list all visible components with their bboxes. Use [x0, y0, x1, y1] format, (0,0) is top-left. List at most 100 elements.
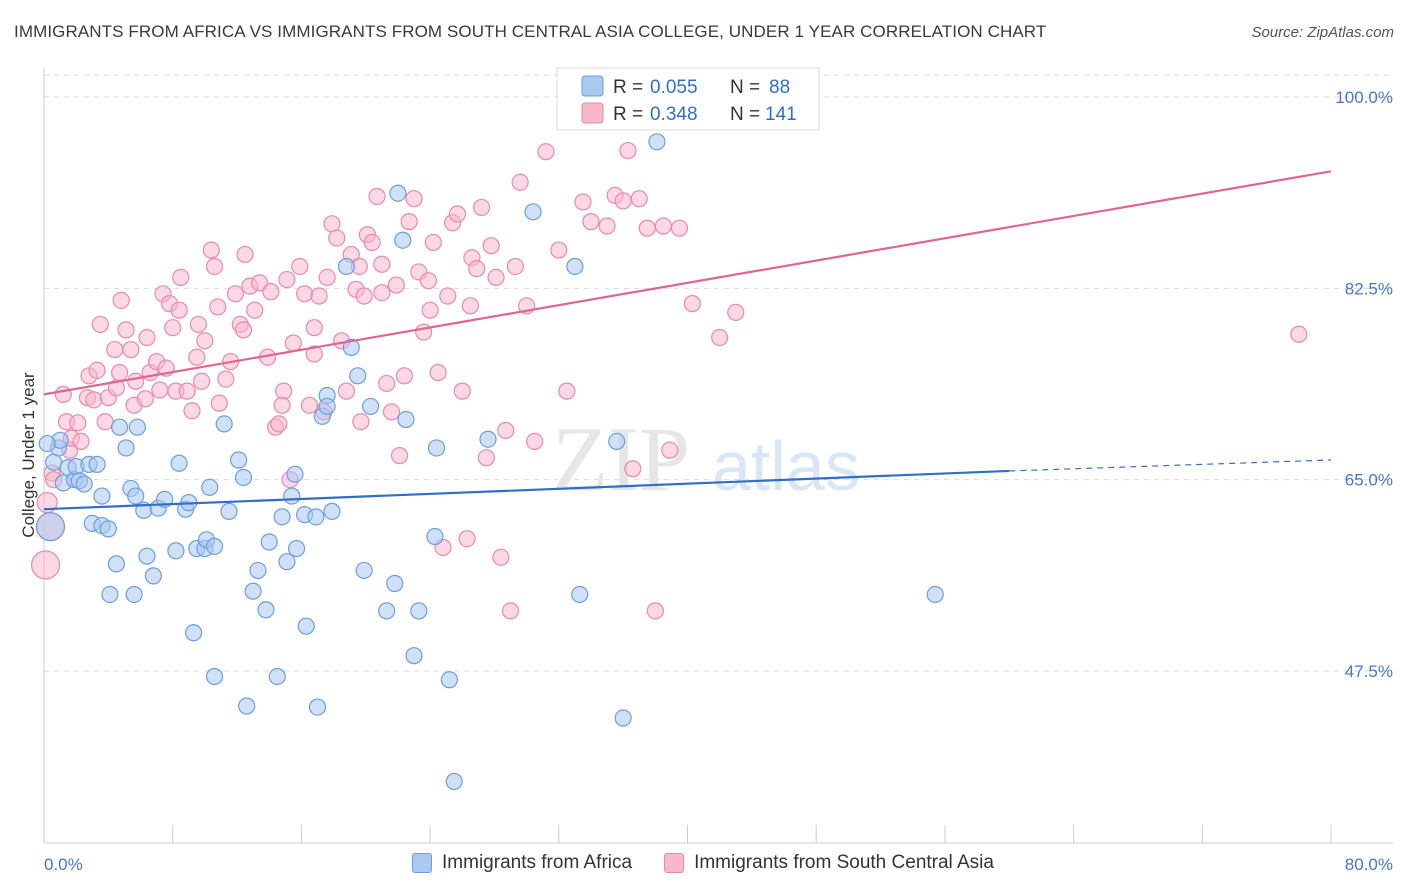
asia-point — [205, 257, 224, 276]
legend: R = 0.055 N = 88 R = 0.348 N = 141 — [556, 67, 820, 131]
africa-point — [75, 475, 93, 493]
africa-point — [125, 585, 143, 604]
asia-point — [188, 348, 206, 366]
asia-point — [378, 374, 396, 393]
africa-point — [445, 772, 463, 791]
africa-point — [101, 585, 119, 604]
asia-point — [614, 192, 632, 210]
asia-point — [305, 345, 323, 363]
asia-point — [193, 372, 211, 390]
africa-point — [355, 561, 373, 580]
legend-swatch-asia — [581, 102, 604, 124]
asia-point — [352, 413, 370, 431]
y-tick-label: 100.0% — [1335, 88, 1393, 107]
africa-point — [127, 487, 145, 505]
africa-point — [170, 454, 188, 472]
chart-title: IMMIGRANTS FROM AFRICA VS IMMIGRANTS FRO… — [14, 22, 1047, 41]
asia-point — [234, 321, 253, 339]
africa-point — [342, 338, 360, 356]
africa-point — [230, 451, 248, 469]
africa-point — [249, 561, 267, 580]
asia-point — [624, 460, 642, 478]
asia-point — [355, 287, 373, 305]
axes — [43, 68, 1393, 844]
asia-point — [405, 190, 423, 208]
asia-point — [387, 276, 405, 294]
asia-point — [91, 315, 109, 334]
asia-point — [526, 432, 544, 450]
africa-point — [524, 203, 542, 221]
asia-point — [363, 233, 381, 252]
africa-point — [608, 432, 626, 450]
africa-point — [349, 367, 367, 385]
africa-point — [273, 508, 291, 526]
asia-point — [619, 141, 637, 160]
bottom-legend-label-asia: Immigrants from South Central Asia — [694, 852, 994, 873]
asia-point — [172, 268, 190, 286]
legend-n-label-asia: N = — [730, 104, 760, 125]
africa-point — [45, 453, 63, 471]
x-tick-label-min: 0.0% — [44, 855, 83, 874]
series-africa — [35, 133, 944, 791]
asia-point — [368, 187, 386, 206]
asia-point — [122, 340, 140, 359]
bottom-legend-label-africa: Immigrants from Africa — [442, 852, 633, 873]
africa-point — [234, 468, 253, 487]
asia-point — [318, 268, 336, 286]
asia-point — [111, 363, 129, 382]
africa-point — [405, 647, 423, 665]
watermark: ZIP atlas — [552, 408, 860, 510]
asia-point — [217, 370, 235, 388]
asia-point — [106, 340, 124, 359]
asia-point — [727, 303, 745, 321]
africa-point — [440, 671, 459, 689]
africa-point — [99, 520, 117, 538]
asia-point — [328, 229, 346, 247]
africa-point — [318, 397, 336, 416]
africa-point — [571, 585, 589, 604]
asia-point — [136, 390, 154, 408]
asia-point — [424, 233, 442, 252]
africa-point — [138, 547, 156, 565]
africa-point — [167, 542, 185, 560]
africa-point — [308, 698, 327, 716]
asia-point — [506, 257, 524, 276]
y-tick-label: 82.5% — [1345, 279, 1393, 298]
legend-n-label-africa: N = — [730, 77, 760, 98]
asia-point — [654, 217, 672, 235]
asia-point — [112, 291, 130, 309]
grid-lines — [44, 74, 1393, 672]
asia-point — [487, 268, 505, 286]
y-tick-label: 65.0% — [1345, 471, 1393, 490]
africa-point — [648, 133, 666, 151]
africa-point — [286, 465, 304, 483]
asia-point — [683, 295, 701, 313]
africa-point — [117, 439, 135, 457]
source-label: Source: ZipAtlas.com — [1251, 24, 1394, 41]
legend-swatch-africa — [581, 75, 604, 97]
asia-point — [711, 328, 729, 347]
asia-point — [415, 323, 433, 341]
asia-point — [1290, 325, 1308, 343]
africa-point — [566, 257, 584, 276]
legend-r-label-africa: R = — [613, 77, 643, 98]
trend-line-africa — [43, 469, 1010, 511]
bottom-legend-item-asia: Immigrants from South Central Asia — [664, 852, 994, 874]
africa-point — [410, 602, 428, 620]
asia-point — [296, 285, 314, 303]
asia-point — [395, 367, 413, 385]
africa-point — [389, 184, 407, 202]
asia-point — [638, 219, 656, 237]
africa-point — [35, 512, 66, 542]
africa-point — [238, 697, 256, 715]
legend-n-value-africa: 88 — [769, 77, 790, 98]
asia-point — [310, 287, 328, 305]
africa-point — [215, 415, 233, 433]
africa-point — [111, 418, 129, 436]
asia-point — [284, 334, 302, 352]
asia-point — [275, 382, 293, 400]
asia-point — [453, 382, 471, 400]
asia-point — [305, 319, 323, 337]
trend-line-asia — [43, 170, 1332, 396]
africa-point — [201, 478, 219, 496]
